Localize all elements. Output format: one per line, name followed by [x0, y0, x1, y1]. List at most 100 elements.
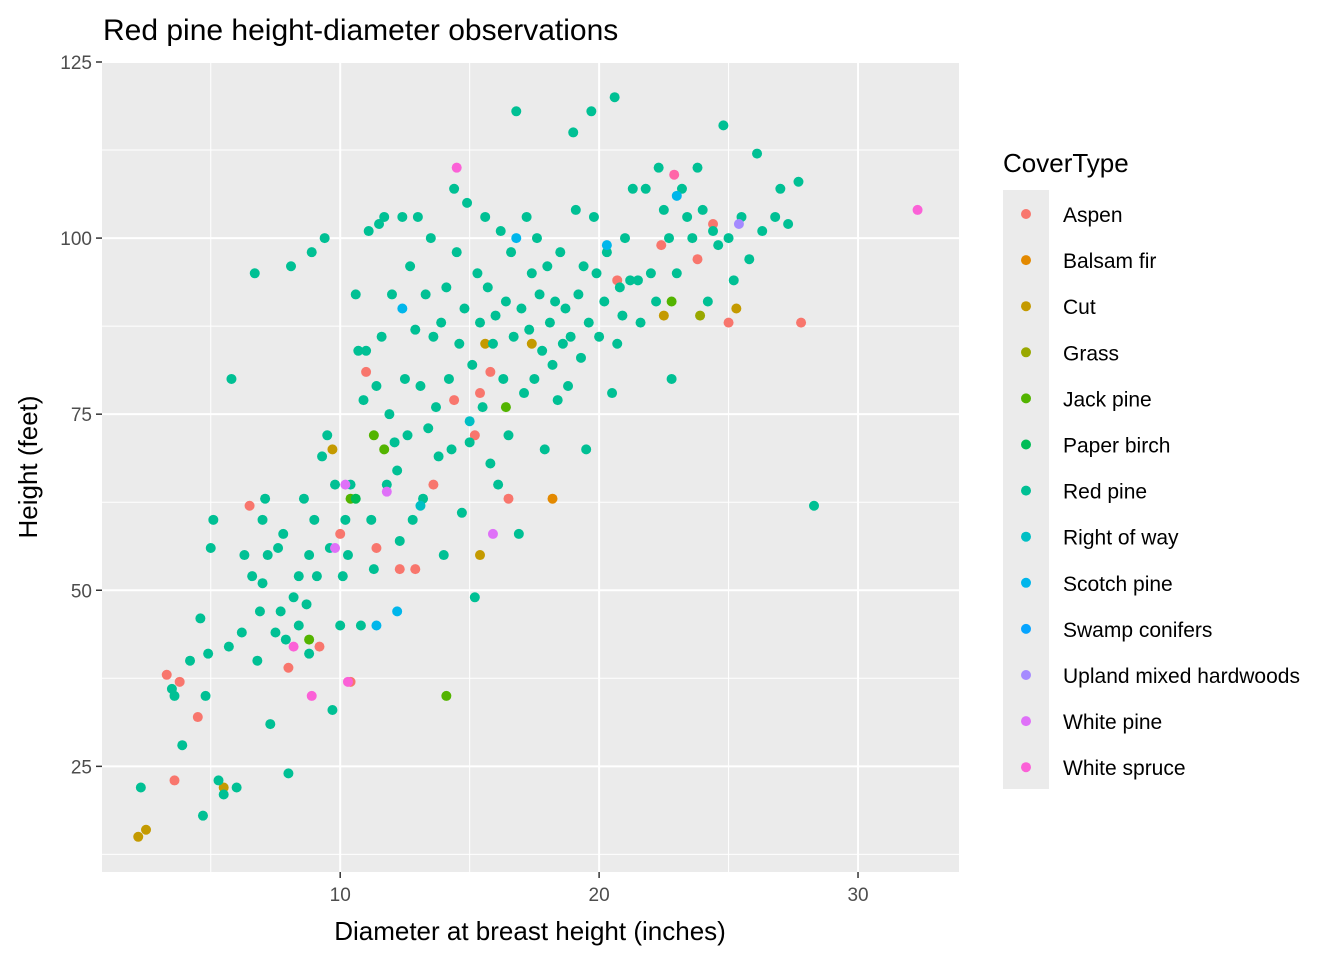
data-point: [645, 268, 656, 279]
data-point: [713, 240, 724, 251]
data-point: [594, 331, 605, 342]
data-point: [521, 211, 532, 222]
data-point: [526, 338, 537, 349]
data-point: [449, 395, 460, 406]
data-point: [472, 268, 483, 279]
data-point: [451, 247, 462, 258]
legend-title: CoverType: [1003, 148, 1129, 178]
x-tick-label: 30: [847, 885, 868, 906]
legend-items: Aspen Balsam fir Cut Grass Jack pine Paper bi…: [1021, 204, 1300, 780]
data-point: [526, 268, 537, 279]
data-point: [412, 211, 423, 222]
data-point: [607, 388, 618, 399]
axis-ticks: [96, 61, 859, 878]
data-point: [446, 444, 457, 455]
data-point: [744, 254, 755, 265]
data-point: [236, 627, 247, 638]
data-point: [480, 338, 491, 349]
data-point: [503, 430, 514, 441]
data-point: [280, 634, 291, 645]
data-point: [350, 493, 361, 504]
legend-marker: [1021, 209, 1031, 219]
data-point: [599, 296, 610, 307]
data-point: [213, 775, 224, 786]
data-point: [653, 162, 664, 173]
data-point: [231, 782, 242, 793]
data-point: [475, 550, 486, 561]
data-point: [327, 444, 338, 455]
data-point: [174, 676, 185, 687]
data-point: [490, 310, 501, 321]
chart-title: Red pine height-diameter observations: [103, 14, 618, 47]
data-point: [335, 620, 346, 631]
data-point: [493, 479, 504, 490]
data-point: [306, 247, 317, 258]
data-point: [226, 373, 237, 384]
data-point: [161, 669, 172, 680]
data-point: [531, 233, 542, 244]
data-point: [319, 233, 330, 244]
data-point: [666, 373, 677, 384]
legend-label: White spruce: [1063, 757, 1186, 780]
data-point: [583, 317, 594, 328]
data-point: [775, 183, 786, 194]
data-point: [464, 416, 475, 427]
legend-marker: [1021, 762, 1031, 773]
data-point: [542, 261, 553, 272]
data-point: [337, 571, 348, 582]
x-axis-title: Diameter at breast height (inches): [334, 916, 726, 946]
data-point: [563, 381, 574, 391]
data-point: [702, 296, 713, 307]
data-point: [809, 500, 820, 511]
data-point: [304, 634, 315, 645]
data-point: [635, 317, 646, 328]
data-point: [330, 479, 341, 490]
x-tick-label: 10: [330, 885, 351, 906]
data-point: [311, 571, 322, 582]
data-point: [410, 564, 421, 575]
data-point: [770, 211, 781, 222]
data-point: [223, 641, 234, 652]
data-point: [368, 564, 379, 575]
data-point: [555, 247, 566, 258]
data-point: [498, 373, 509, 384]
data-point: [254, 606, 265, 617]
data-point: [511, 106, 522, 117]
data-point: [185, 655, 196, 666]
legend-marker: [1021, 577, 1031, 588]
legend-marker: [1021, 716, 1031, 727]
minor-gridlines: [102, 62, 959, 872]
legend-marker: [1021, 393, 1031, 404]
data-point: [428, 479, 439, 490]
data-point: [524, 324, 535, 335]
data-point: [260, 493, 271, 504]
y-tick-label: 75: [71, 405, 92, 426]
data-points: [133, 92, 923, 842]
data-point: [539, 444, 550, 455]
data-point: [697, 204, 708, 215]
data-point: [676, 183, 687, 194]
data-point: [485, 458, 496, 469]
data-point: [239, 550, 250, 561]
data-point: [293, 620, 304, 631]
data-point: [671, 268, 682, 279]
data-point: [306, 690, 317, 701]
data-point: [513, 528, 524, 539]
data-point: [293, 571, 304, 582]
data-point: [141, 824, 152, 835]
data-point: [601, 240, 612, 251]
data-point: [363, 226, 374, 237]
legend-label: Red pine: [1063, 481, 1147, 504]
data-point: [443, 373, 454, 384]
data-point: [286, 261, 297, 272]
data-point: [133, 831, 144, 842]
data-point: [640, 183, 651, 194]
data-point: [666, 296, 677, 307]
plot-panel: [102, 62, 959, 872]
data-point: [454, 338, 465, 349]
legend-marker: [1021, 347, 1031, 358]
legend-marker: [1021, 670, 1031, 680]
data-point: [451, 162, 462, 173]
data-point: [314, 641, 325, 652]
